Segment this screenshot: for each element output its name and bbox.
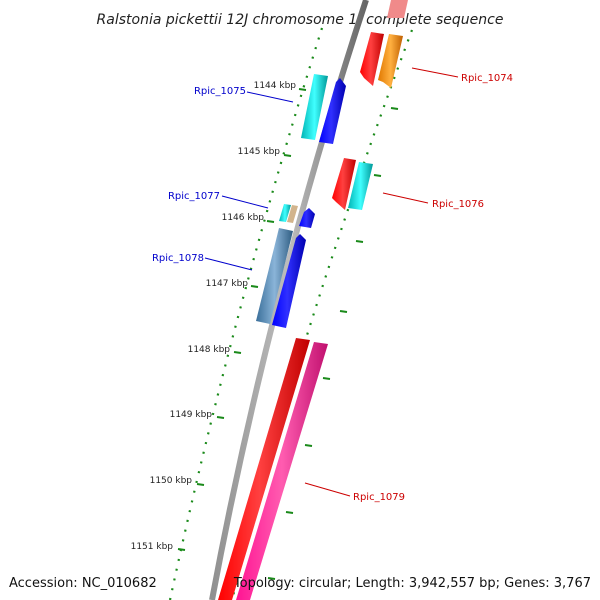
kbp-tick <box>266 220 275 223</box>
gene-rpic-1077-tan[interactable] <box>287 205 298 223</box>
gene-rpic-1078-steel[interactable] <box>256 228 293 324</box>
topology-summary: Topology: circular; Length: 3,942,557 bp… <box>233 576 591 591</box>
gene-label-rpic-1079: Rpic_1079 <box>353 492 405 503</box>
kbp-tick <box>177 548 186 551</box>
gene-label-lines <box>204 67 459 497</box>
kbp-label: 1145 kbp <box>238 147 281 157</box>
accession-text: Accession: NC_010682 <box>9 576 157 591</box>
kbp-tick <box>298 88 307 91</box>
kbp-scale: 1144 kbp 1145 kbp 1146 kbp 1147 kbp 1148… <box>131 81 307 552</box>
kbp-tick <box>250 285 259 288</box>
gene-rpic-1074-top[interactable] <box>387 0 408 18</box>
reverse-strand <box>256 74 346 328</box>
kbp-tick <box>196 483 205 486</box>
kbp-label: 1149 kbp <box>170 410 213 420</box>
gene-label-rpic-1077: Rpic_1077 <box>168 191 220 202</box>
inner-tick-track <box>168 27 324 600</box>
gene-label-rpic-1076: Rpic_1076 <box>432 199 484 210</box>
gene-rpic-1078[interactable] <box>272 234 306 328</box>
gene-rpic-1079[interactable] <box>218 338 310 600</box>
outer-major-ticks <box>267 107 399 580</box>
forward-strand <box>218 0 408 600</box>
kbp-label: 1151 kbp <box>131 542 174 552</box>
magenta-feature[interactable] <box>236 342 328 600</box>
kbp-tick <box>216 416 225 419</box>
map-title: Ralstonia pickettii 12J chromosome 1, co… <box>97 12 504 28</box>
orange-feature[interactable] <box>378 34 403 88</box>
gene-rpic-1075-cyan[interactable] <box>301 74 328 140</box>
kbp-label: 1147 kbp <box>206 279 249 289</box>
cyan-feature[interactable] <box>348 162 373 210</box>
gene-rpic-1076[interactable] <box>332 158 356 210</box>
kbp-tick <box>283 154 292 157</box>
gene-label-rpic-1074: Rpic_1074 <box>461 73 513 84</box>
kbp-label: 1146 kbp <box>222 213 265 223</box>
gene-rpic-1075[interactable] <box>319 78 346 144</box>
kbp-label: 1144 kbp <box>254 81 297 91</box>
kbp-label: 1148 kbp <box>188 345 231 355</box>
kbp-tick <box>233 351 242 354</box>
kbp-label: 1150 kbp <box>150 476 193 486</box>
gene-rpic-1077[interactable] <box>299 208 315 228</box>
gene-rpic-1077-cyan[interactable] <box>279 204 291 222</box>
gene-rpic-1074[interactable] <box>360 32 384 86</box>
gene-label-rpic-1078: Rpic_1078 <box>152 253 204 264</box>
gene-label-rpic-1075: Rpic_1075 <box>194 86 246 97</box>
